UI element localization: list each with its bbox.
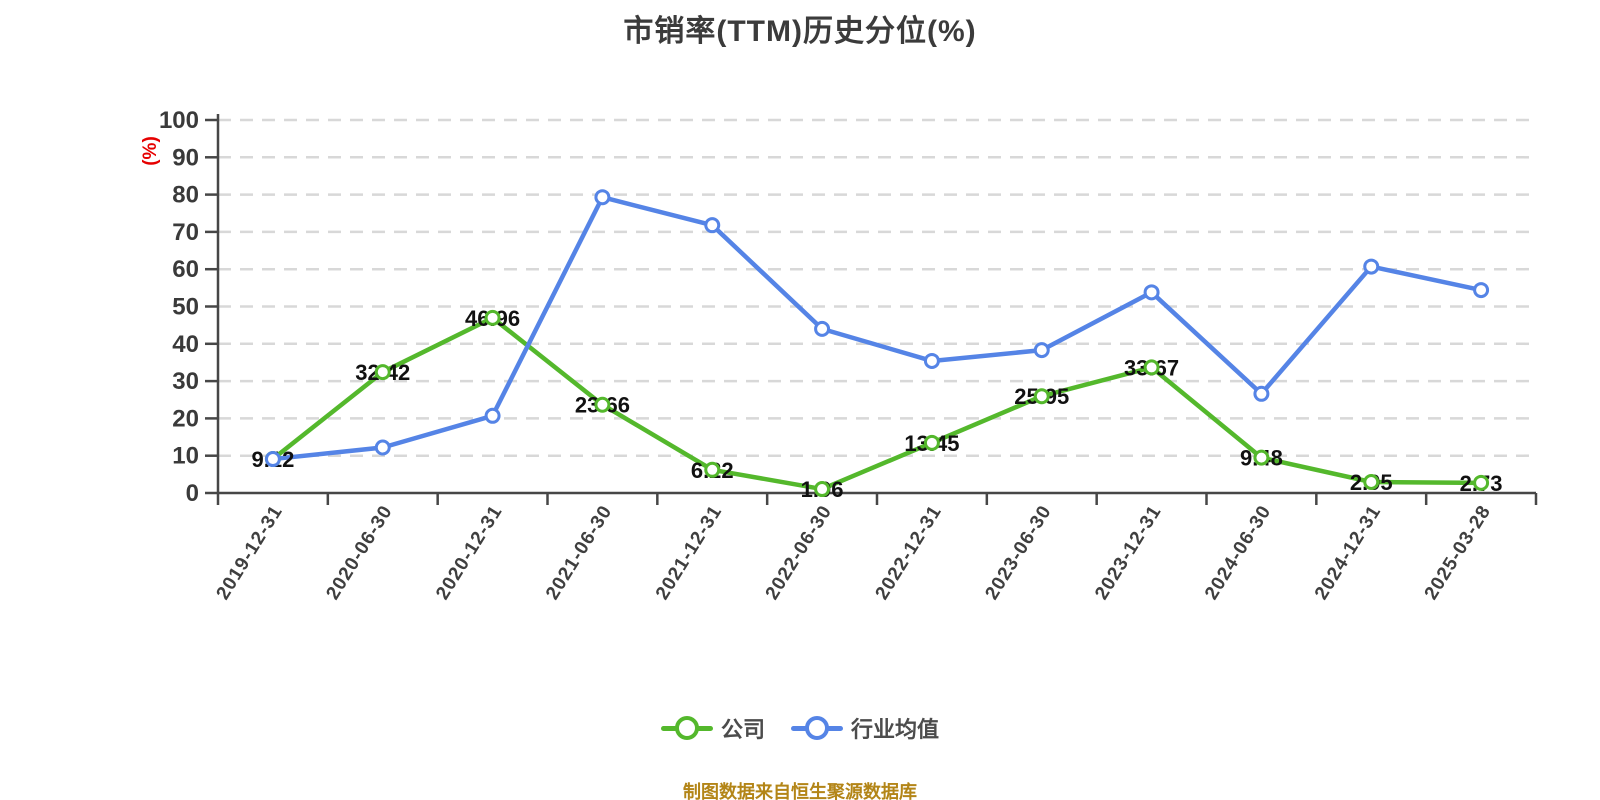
y-axis-tick-label: 80: [172, 182, 199, 209]
legend-label-company: 公司: [720, 717, 765, 742]
x-axis-label: 2022-06-30: [762, 502, 837, 604]
data-point-marker-行业均值[interactable]: [923, 352, 940, 369]
data-point-marker-行业均值[interactable]: [704, 217, 721, 234]
x-axis-label: 2024-12-31: [1311, 502, 1386, 604]
data-point-marker-公司[interactable]: [374, 364, 391, 381]
data-point-marker-行业均值[interactable]: [264, 451, 281, 468]
y-axis-tick-label: 50: [172, 294, 199, 321]
x-axis-label: 2020-06-30: [322, 502, 397, 604]
data-point-marker-行业均值[interactable]: [814, 320, 831, 337]
data-point-marker-行业均值[interactable]: [374, 439, 391, 456]
series-line-行业均值: [270, 194, 1484, 462]
y-axis-tick-label: 30: [172, 368, 199, 395]
data-point-marker-公司[interactable]: [1363, 473, 1380, 490]
data-point-marker-公司[interactable]: [1143, 359, 1160, 376]
legend-item-company[interactable]: 公司: [660, 712, 765, 744]
x-axis-label: 2021-06-30: [542, 502, 617, 604]
y-axis-tick-label: 40: [172, 331, 199, 358]
data-point-marker-公司[interactable]: [1253, 449, 1270, 466]
data-source-caption: 制图数据来自恒生聚源数据库: [683, 782, 917, 800]
data-point-marker-行业均值[interactable]: [1143, 284, 1160, 301]
y-axis-tick-label: 100: [159, 107, 199, 134]
y-axis-tick-label: 90: [172, 144, 199, 171]
y-axis-tick-label: 20: [172, 405, 199, 432]
y-axis-tick-label: 10: [172, 443, 199, 470]
y-axis-tick-label: 70: [172, 219, 199, 246]
data-point-marker-行业均值[interactable]: [1473, 282, 1490, 299]
data-point-marker-行业均值[interactable]: [1033, 342, 1050, 359]
chart-title: 市销率(TTM)历史分位(%): [623, 15, 977, 48]
y-axis-tick-label: 0: [186, 480, 199, 507]
x-axis-label: 2021-12-31: [652, 502, 727, 604]
x-axis-label: 2020-12-31: [432, 502, 507, 604]
y-axis-tick-label: 60: [172, 256, 199, 283]
data-point-marker-行业均值[interactable]: [594, 189, 611, 206]
x-axis-label: 2019-12-31: [213, 502, 288, 604]
legend-label-industry-average: 行业均值: [851, 717, 940, 742]
industry-series-marker-icon: [791, 716, 843, 740]
x-axis-label: 2024-06-30: [1201, 502, 1276, 604]
data-point-marker-公司[interactable]: [1033, 388, 1050, 405]
data-point-marker-行业均值[interactable]: [484, 407, 501, 424]
data-point-marker-公司[interactable]: [923, 434, 940, 451]
data-point-marker-公司[interactable]: [484, 309, 501, 326]
data-point-marker-公司[interactable]: [814, 481, 831, 498]
x-axis-label: 2022-12-31: [872, 502, 947, 604]
data-point-marker-行业均值[interactable]: [1363, 258, 1380, 275]
data-point-marker-公司[interactable]: [594, 396, 611, 413]
data-point-marker-公司[interactable]: [704, 461, 721, 478]
x-axis-label: 2025-03-28: [1421, 502, 1496, 604]
company-series-marker-icon: [660, 716, 713, 740]
legend-item-industry-average[interactable]: 行业均值: [791, 712, 939, 744]
series-line-公司: [270, 315, 1484, 492]
data-point-marker-公司[interactable]: [1473, 474, 1490, 491]
x-axis-label: 2023-06-30: [981, 502, 1056, 604]
data-point-marker-行业均值[interactable]: [1253, 385, 1270, 402]
legend: 公司 行业均值: [0, 712, 1600, 744]
x-axis-label: 2023-12-31: [1091, 502, 1166, 604]
